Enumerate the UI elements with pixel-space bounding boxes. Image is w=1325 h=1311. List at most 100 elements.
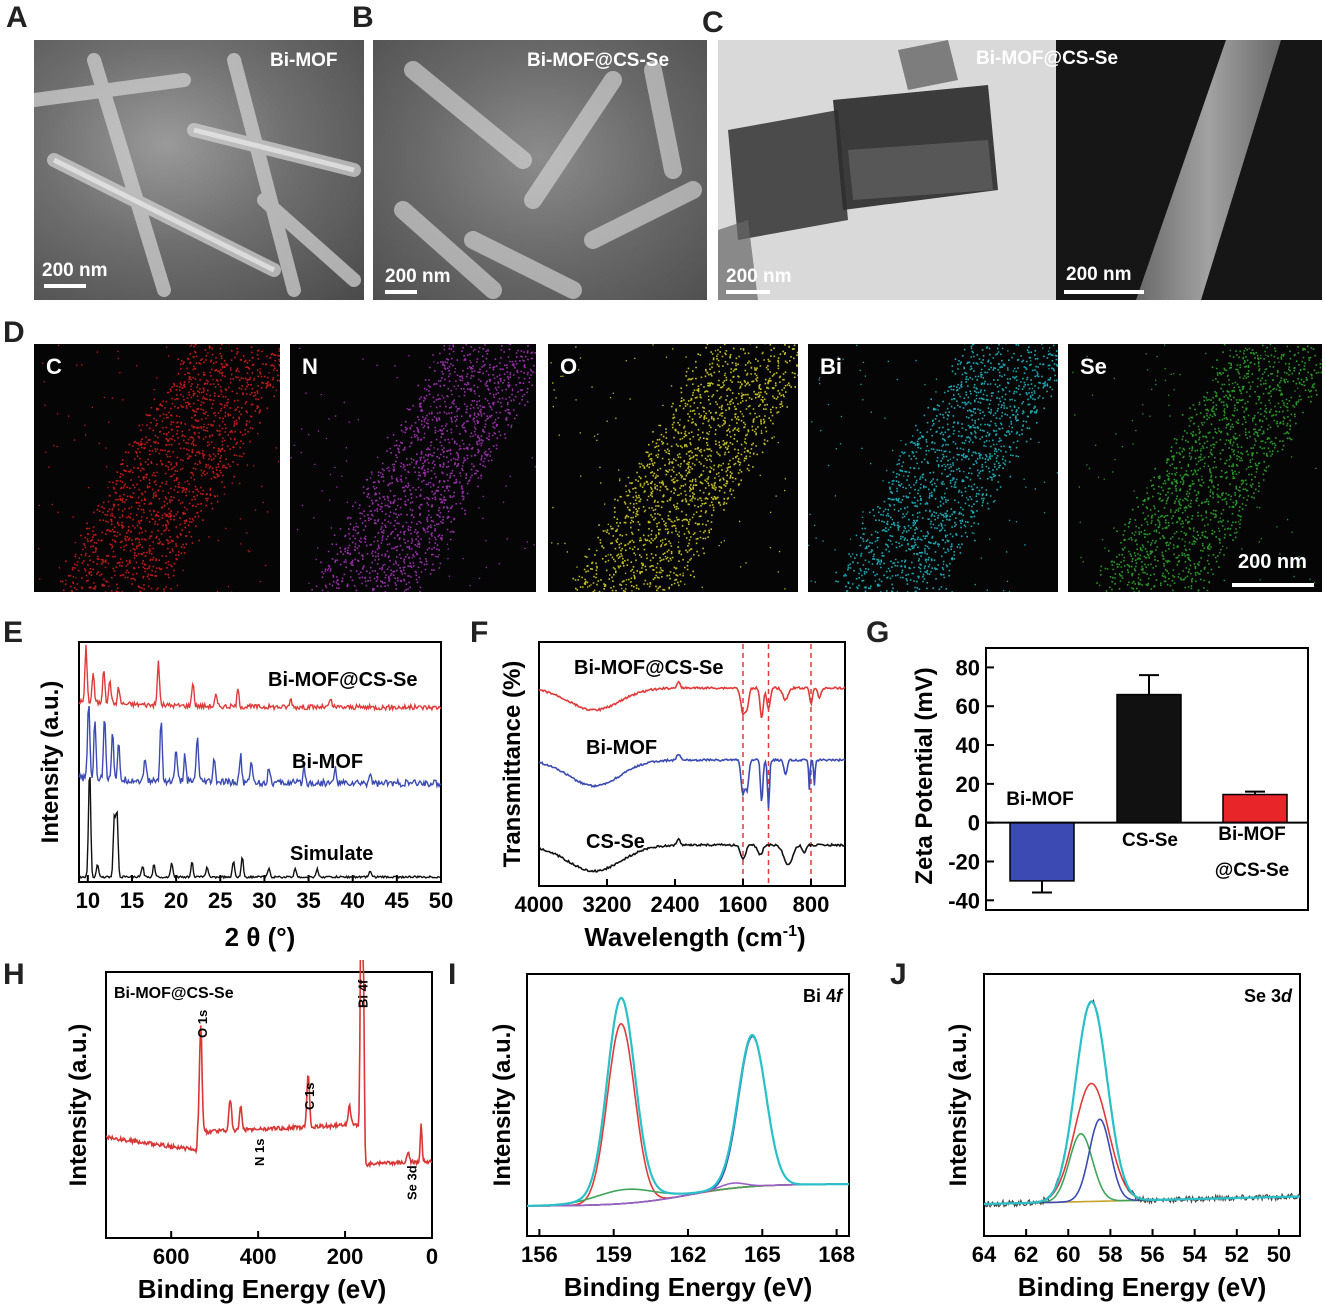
plot-frame xyxy=(985,647,1309,911)
x-tick-label: 50 xyxy=(429,888,453,913)
x-tick-label: 35 xyxy=(296,888,320,913)
panel-label-d: D xyxy=(3,316,25,349)
series-line xyxy=(538,837,846,873)
x-tick-label: 64 xyxy=(972,1242,997,1267)
x-tick-label: 800 xyxy=(793,892,830,917)
series-label: Bi-MOF@CS-Se xyxy=(268,669,418,691)
x-tick-label: 4000 xyxy=(515,892,564,917)
chart-xps-se3d: 64 62 60 58 56 54 52 50 Se 3d Intensity (a.u.) … xyxy=(945,973,1301,1302)
element-label: N xyxy=(302,354,318,379)
x-tick-label: 62 xyxy=(1014,1242,1038,1267)
y-tick-label: 60 xyxy=(956,694,980,719)
panel-label-e: E xyxy=(3,616,24,649)
eds-signal xyxy=(550,344,798,592)
panel-label-g: G xyxy=(866,616,890,649)
scale-text: 200 nm xyxy=(385,266,451,287)
series-line xyxy=(78,644,442,713)
x-tick-label: 3200 xyxy=(583,892,632,917)
x-tick-label: 159 xyxy=(595,1242,632,1267)
eds-signal xyxy=(808,344,1058,592)
tem-image: 200 nm xyxy=(718,40,1056,300)
x-axis-label: 2 θ (°) xyxy=(225,922,296,952)
x-tick-label: 50 xyxy=(1267,1242,1291,1267)
plot-frame xyxy=(526,973,850,1237)
chart-xrd: 10 15 20 25 30 35 40 45 50 Bi-MOF@CS-Se Bi-MOF Sim… xyxy=(37,641,453,952)
y-axis-label: Intensity (a.u.) xyxy=(489,1024,516,1187)
chart-title: Bi-MOF@CS-Se xyxy=(114,985,234,1002)
x-tick-label: 162 xyxy=(670,1242,707,1267)
x-tick-label: 45 xyxy=(385,888,409,913)
y-tick-label: -40 xyxy=(948,888,980,913)
element-label: C xyxy=(46,354,62,379)
chart-ftir: 4000 3200 2400 1600 800 Bi-MOF@CS-Se Bi-MOF CS… xyxy=(499,641,846,952)
y-tick-label: 20 xyxy=(956,772,980,797)
series-label: Bi-MOF xyxy=(292,751,363,773)
component-line xyxy=(527,1035,849,1207)
y-axis-label: Intensity (a.u.) xyxy=(37,681,64,844)
series-label: Bi-MOF@CS-Se xyxy=(574,657,724,679)
bar xyxy=(1222,793,1288,824)
x-axis-label: Binding Energy (eV) xyxy=(564,1272,812,1302)
component-line xyxy=(984,1118,1300,1205)
image-label: Bi-MOF xyxy=(270,50,338,71)
chart-xps-bi4f: 156 159 162 165 168 Bi 4f Intensity (a.u.) B… xyxy=(489,973,855,1302)
component-line xyxy=(984,1132,1300,1205)
panel-label-h: H xyxy=(3,958,25,991)
sem-image-bi-mof-cs-se: Bi-MOF@CS-Se 200 nm xyxy=(373,40,707,300)
y-tick-label: 0 xyxy=(968,811,980,836)
category-label: Bi-MOF xyxy=(1218,824,1286,845)
category-label: CS-Se xyxy=(1122,830,1178,851)
x-tick-label: 156 xyxy=(521,1242,558,1267)
x-tick-label: 58 xyxy=(1098,1242,1122,1267)
panel-label-f: F xyxy=(470,616,489,649)
sem-image-bi-mof: Bi-MOF 200 nm xyxy=(34,40,364,300)
bar xyxy=(1009,821,1075,882)
plot-frame xyxy=(983,973,1301,1237)
envelope-line xyxy=(984,1000,1300,1206)
eds-map-bi: Bi xyxy=(808,344,1058,592)
scale-bar xyxy=(385,290,417,294)
x-tick-label: 10 xyxy=(76,888,100,913)
plot-frame xyxy=(105,971,433,1239)
x-tick-label: 168 xyxy=(818,1242,855,1267)
panel-label-i: I xyxy=(448,958,457,991)
x-axis-label: Wavelength (cm-1) xyxy=(584,922,805,952)
x-tick-label: 1600 xyxy=(719,892,768,917)
component-line xyxy=(527,1022,849,1207)
series-line xyxy=(538,753,846,809)
series-label: Bi-MOF xyxy=(586,737,657,759)
y-axis-label: Intensity (a.u.) xyxy=(945,1024,972,1187)
scale-text: 200 nm xyxy=(726,266,792,287)
peak-annotation: Bi 4f xyxy=(356,979,371,1008)
raw-data-line xyxy=(983,999,1301,1208)
scale-bar xyxy=(726,290,770,294)
chart-title: Se 3d xyxy=(1244,986,1293,1006)
eds-map-o: O xyxy=(548,344,798,592)
element-label: O xyxy=(560,354,578,379)
series-label: Simulate xyxy=(290,843,373,865)
series-label: CS-Se xyxy=(586,831,645,853)
x-axis-label: Binding Energy (eV) xyxy=(138,1274,386,1304)
x-tick-label: 600 xyxy=(153,1244,190,1269)
x-tick-label: 40 xyxy=(340,888,364,913)
x-tick-label: 60 xyxy=(1056,1242,1080,1267)
eds-signal xyxy=(38,344,280,592)
peak-annotation: C 1s xyxy=(302,1083,317,1110)
y-tick-label: 80 xyxy=(956,655,980,680)
scale-text: 200 nm xyxy=(1066,264,1132,285)
x-tick-label: 30 xyxy=(252,888,276,913)
x-axis-label: Binding Energy (eV) xyxy=(1018,1272,1266,1302)
scale-text: 200 nm xyxy=(42,260,108,281)
scale-text-d: 200 nm xyxy=(1238,551,1307,573)
series-line xyxy=(105,960,433,1169)
panel-label-c: C xyxy=(702,6,724,39)
series-line xyxy=(78,705,442,790)
y-axis-label: Intensity (a.u.) xyxy=(65,1024,92,1187)
eds-map-n: N xyxy=(290,344,536,592)
chart-title: Bi 4f xyxy=(803,986,844,1006)
scale-bar xyxy=(1064,290,1144,294)
peak-annotation: Se 3d xyxy=(404,1165,419,1200)
scale-bar xyxy=(44,284,86,288)
x-tick-label: 25 xyxy=(208,888,232,913)
eds-map-c: C xyxy=(34,344,280,592)
